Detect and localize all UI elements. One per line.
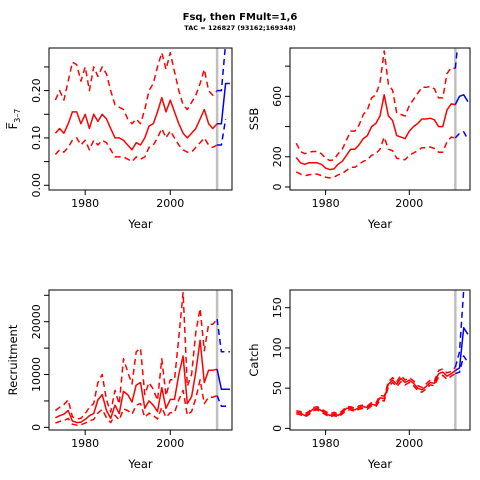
series-projection-upper-catch (454, 290, 465, 368)
xtick-label-catch: 2000 (395, 437, 423, 450)
ytick-label-ssb: 600 (271, 86, 284, 107)
y-axis-label-subscript: 3–7 (13, 109, 22, 123)
panel-catch: 1980 2000 0 50 100 150 Year Catch (247, 289, 471, 471)
series-historic-upper-recruitment (54, 291, 218, 420)
ytick-label-recruitment: 10000 (30, 357, 43, 392)
ytick-label-ssb: 0 (271, 183, 284, 190)
ytick-label-catch: 150 (271, 297, 284, 318)
plot-area-recruitment (54, 291, 230, 426)
series-historic-median-ssb (295, 94, 456, 171)
series-projection-median-ssb (454, 94, 469, 105)
xtick-label-fbar: 1980 (71, 197, 99, 210)
series-projection-lower-catch (455, 355, 469, 375)
y-axis-label-recruitment: Recruitment (6, 324, 20, 395)
xtick-label-ssb: 1980 (312, 197, 340, 210)
series-projection-lower-fbar (217, 118, 227, 146)
xtick-label-catch: 1980 (312, 437, 340, 450)
series-projection-median-fbar (217, 82, 230, 125)
series-projection-median-catch (454, 327, 469, 372)
ytick-label-catch: 100 (271, 337, 284, 358)
series-historic-median-fbar (54, 96, 218, 151)
series-projection-median-recruitment (216, 369, 230, 391)
series-projection-upper-fbar (217, 48, 226, 92)
series-historic-lower-catch (296, 373, 456, 418)
plot-area-ssb (295, 48, 469, 179)
series-historic-lower-recruitment (55, 379, 218, 426)
y-axis-label-catch: Catch (247, 343, 261, 376)
ytick-label-fbar: 0.00 (30, 173, 43, 198)
y-axis-label-ssb: SSB (247, 108, 261, 131)
series-historic-median-recruitment (55, 339, 218, 424)
series-projection-lower-recruitment (216, 395, 230, 407)
plot-area-fbar (54, 48, 230, 163)
ytick-label-catch: 0 (271, 425, 284, 432)
x-axis-label-ssb: Year (367, 217, 393, 231)
ytick-label-catch: 50 (271, 381, 284, 395)
frame-recruitment (48, 289, 233, 431)
ytick-label-recruitment: 20000 (30, 304, 43, 339)
frame-catch (289, 289, 471, 431)
series-projection-upper-recruitment (216, 319, 230, 353)
frame-fbar (48, 47, 233, 191)
panel-fbar: 1980 2000 0.00 0.10 0.20 Year F̅3–7 (5, 47, 233, 231)
ytick-label-recruitment: 0 (30, 424, 43, 431)
series-historic-upper-catch (296, 366, 456, 415)
y-axis-label-fbar: F̅3–7 (5, 109, 22, 130)
x-axis-label-catch: Year (367, 457, 393, 471)
figure-title: Fsq, then FMult=1,6 (183, 12, 298, 23)
xtick-label-recruitment: 2000 (156, 437, 184, 450)
xtick-label-recruitment: 1980 (71, 437, 99, 450)
series-historic-median-catch (296, 369, 456, 417)
series-historic-lower-ssb (295, 136, 456, 179)
series-historic-upper-ssb (295, 50, 456, 162)
series-projection-upper-ssb (454, 48, 459, 69)
series-projection-lower-ssb (454, 131, 469, 140)
panel-ssb: 1980 2000 0 200 600 Year SSB (247, 47, 471, 231)
x-axis-label-recruitment: Year (127, 457, 153, 471)
series-historic-upper-fbar (54, 51, 218, 125)
ytick-label-ssb: 200 (271, 146, 284, 167)
ytick-label-fbar: 0.10 (30, 126, 43, 151)
series-historic-lower-fbar (54, 127, 218, 163)
frame-ssb (289, 47, 471, 191)
plot-area-catch (296, 290, 469, 418)
xtick-label-fbar: 2000 (156, 197, 184, 210)
x-axis-label-fbar: Year (127, 217, 153, 231)
xtick-label-ssb: 2000 (395, 197, 423, 210)
ytick-label-fbar: 0.20 (30, 78, 43, 103)
figure-subtitle: TAC = 126827 (93162;169348) (184, 24, 295, 32)
